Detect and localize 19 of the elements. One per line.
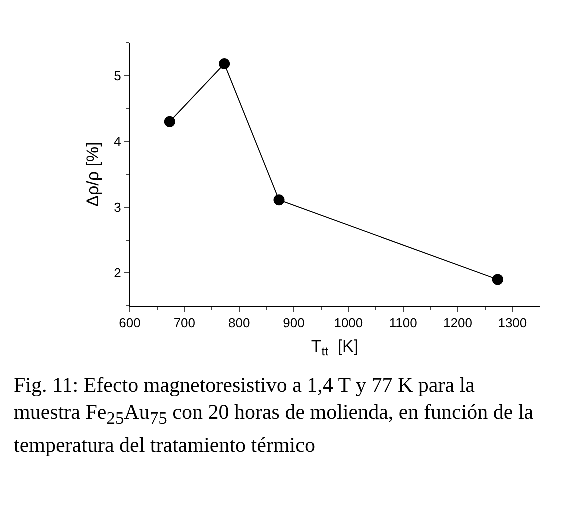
point [164, 116, 176, 128]
x-tick-label: 700 [174, 316, 196, 331]
point [492, 274, 504, 286]
x-tick-label: 1000 [334, 316, 364, 331]
x-tick-label: 1200 [444, 316, 472, 331]
point [274, 194, 285, 206]
x-axis-title: T$_{tt}$ [K] [311, 337, 359, 359]
x-tick-label: 900 [283, 316, 305, 331]
x-tick-label: 800 [228, 316, 250, 331]
y-tick-label: 4 [114, 134, 122, 150]
x-tick-label: 1100 [389, 316, 418, 331]
x-tick-label: 1300 [498, 316, 528, 331]
y-tick-label: 3 [114, 200, 122, 215]
caption: Fig. 11: Efecto magnetoresistivo a 1,4 T y 77 K para la muestra Fe$_{25}$Au$_{75}$ con 20 horas de molienda, en función de la temperatura del tratamiento térmico [13, 372, 535, 460]
point [219, 58, 230, 70]
x-tick-label: 600 [119, 316, 141, 331]
y-tick-label: 2 [114, 266, 122, 281]
y-tick-label: 5 [114, 68, 122, 84]
y-axis-title: Δρ/ρ [%] [84, 142, 103, 207]
